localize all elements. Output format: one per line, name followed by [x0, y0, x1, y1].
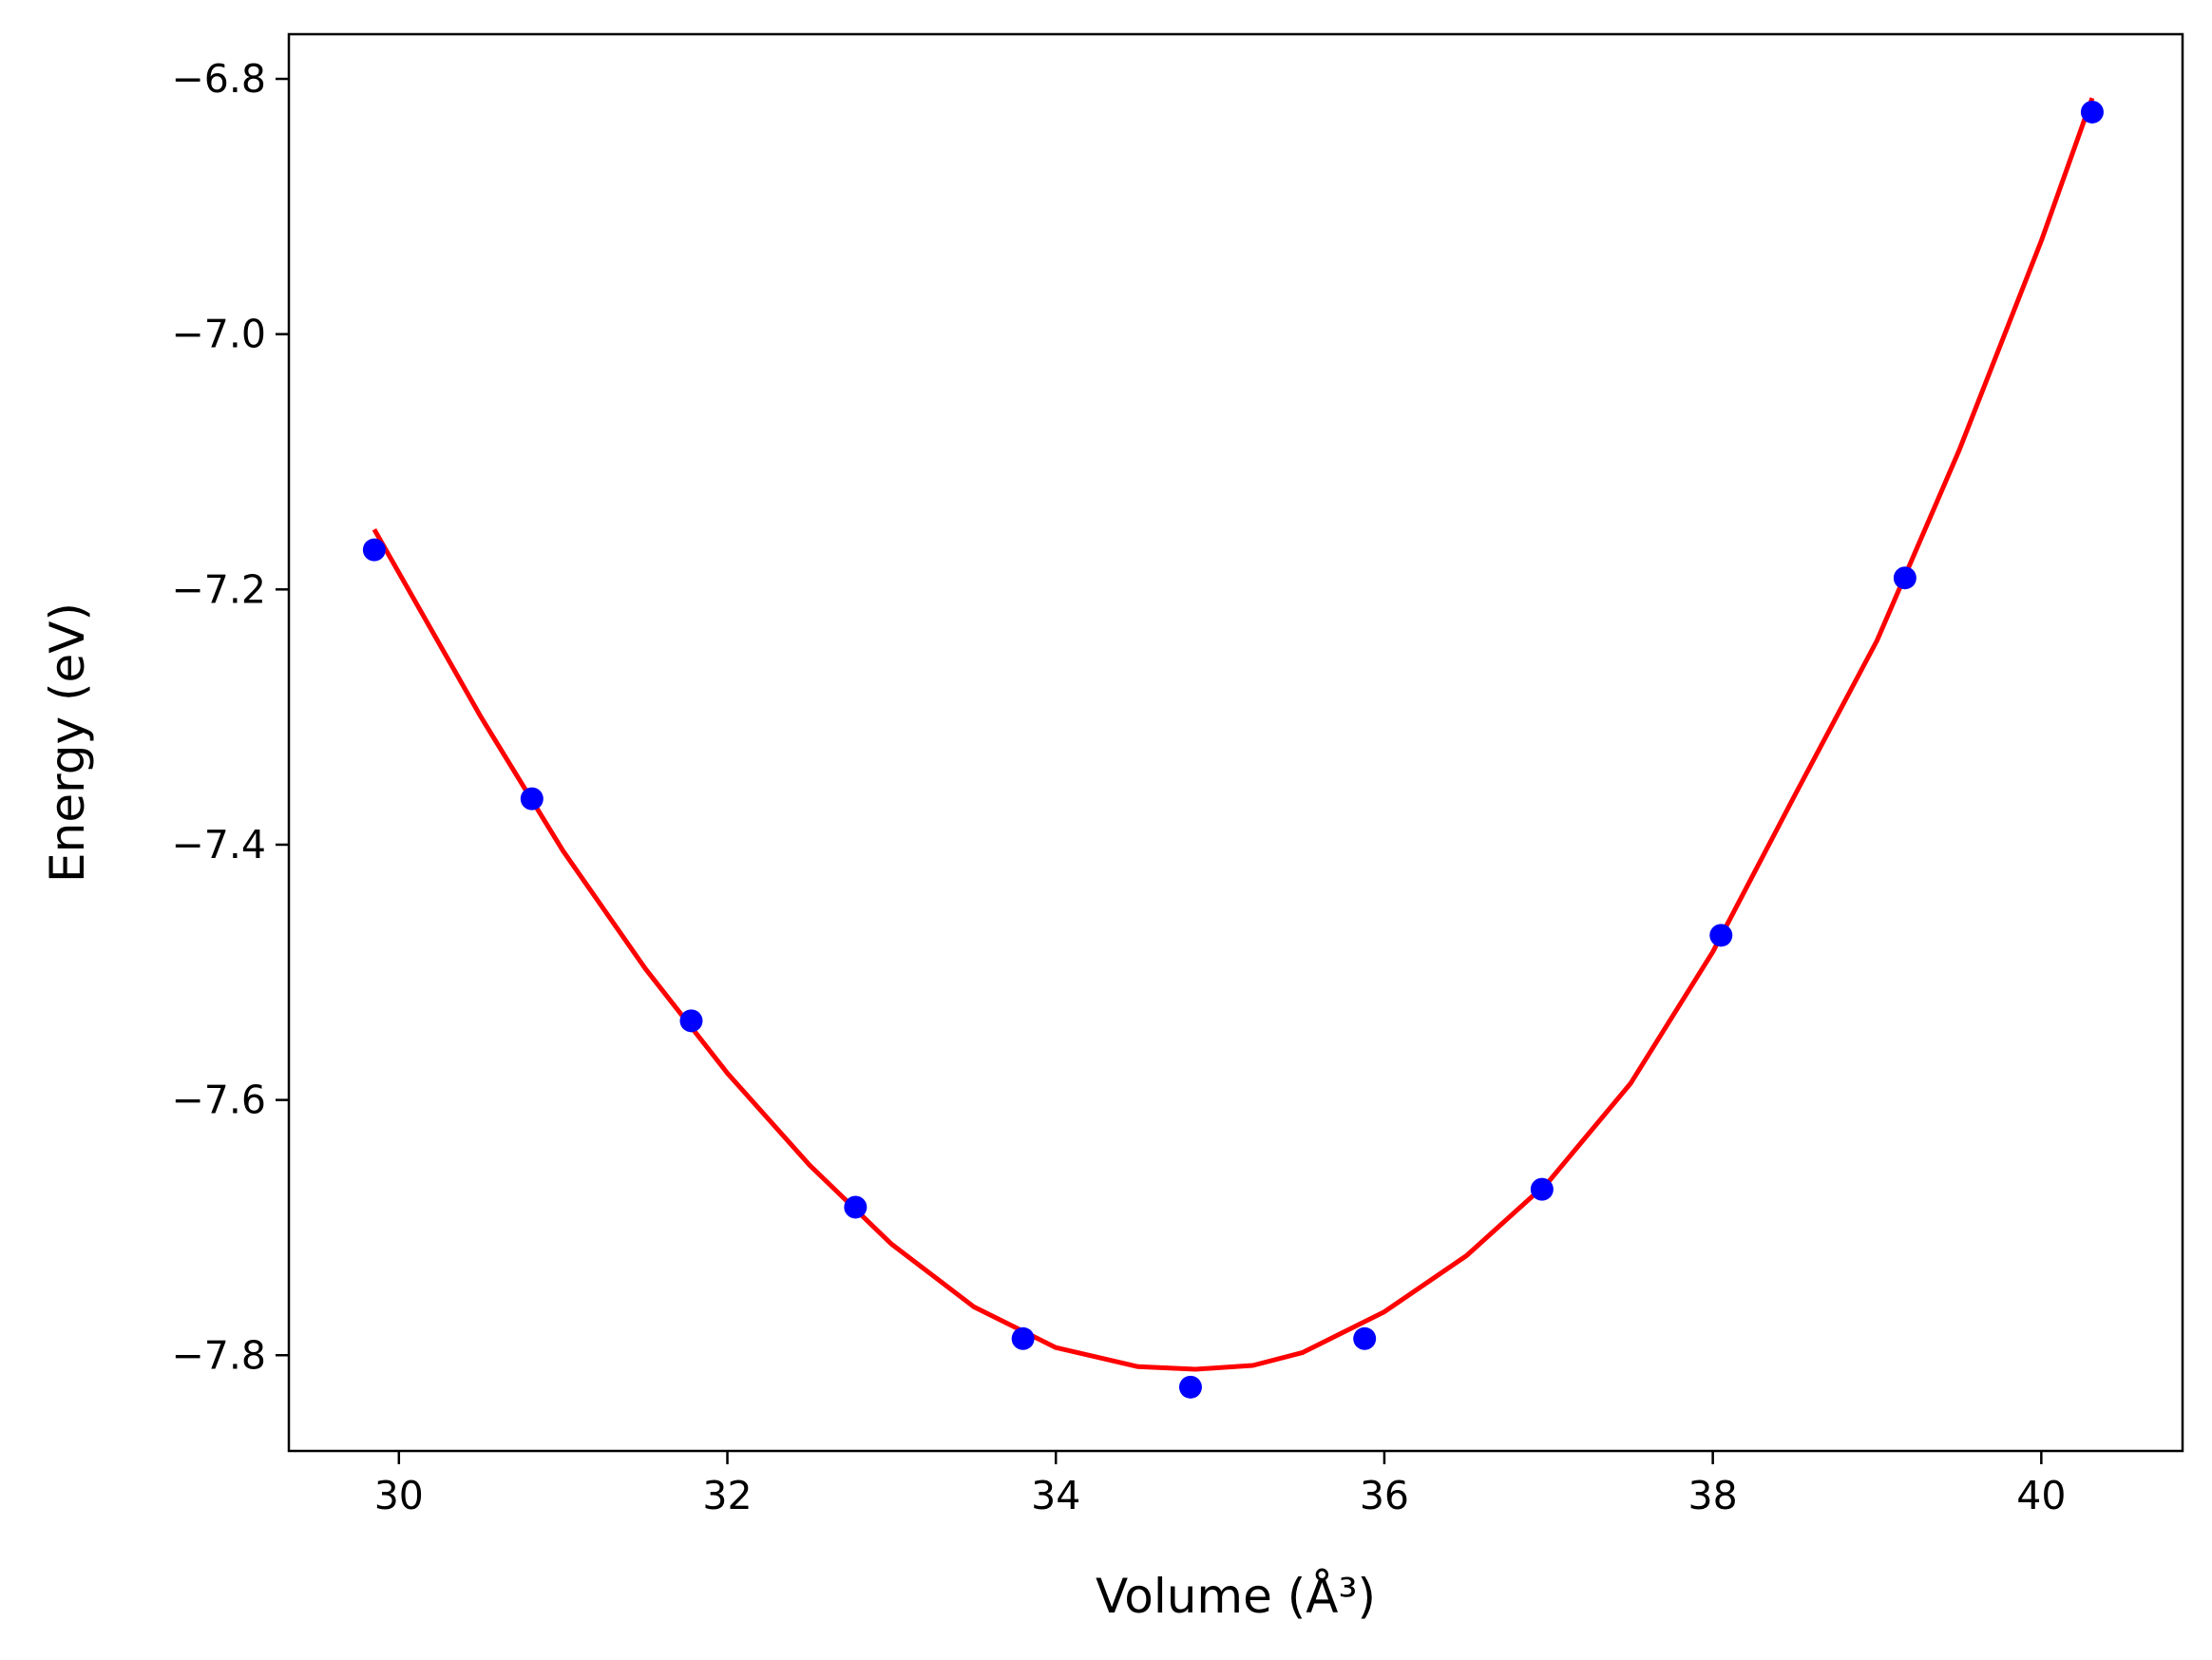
- y-tick-label: −7.2: [171, 566, 266, 612]
- data-point: [2080, 100, 2104, 124]
- x-axis: 30 32 34 36 38 40: [374, 1451, 2066, 1518]
- x-tick-label: 38: [1688, 1473, 1738, 1518]
- x-axis-label: Volume (Å³): [1096, 1569, 1376, 1624]
- x-tick-label: 30: [374, 1473, 424, 1518]
- y-axis-label: Energy (eV): [40, 602, 95, 883]
- x-tick-label: 34: [1031, 1473, 1080, 1518]
- y-tick-label: −7.6: [171, 1078, 266, 1123]
- data-point: [1011, 1326, 1035, 1350]
- x-tick-label: 32: [702, 1473, 752, 1518]
- fit-curve: [372, 97, 2095, 1372]
- data-point: [1893, 566, 1916, 590]
- data-point: [844, 1195, 868, 1219]
- y-tick-label: −7.8: [171, 1332, 266, 1378]
- y-tick-label: −7.0: [171, 312, 266, 357]
- y-tick-label: −7.4: [171, 822, 266, 868]
- x-tick-label: 40: [2016, 1473, 2066, 1518]
- data-point: [1709, 924, 1733, 947]
- data-point: [679, 1009, 703, 1033]
- y-tick-label: −6.8: [171, 56, 266, 102]
- data-point: [362, 538, 386, 562]
- data-point: [1178, 1375, 1202, 1399]
- axes-frame: [287, 32, 2184, 1453]
- data-point: [1530, 1177, 1554, 1201]
- plot-area: [362, 97, 2104, 1399]
- x-tick-label: 36: [1360, 1473, 1409, 1518]
- data-point: [1353, 1326, 1377, 1350]
- y-axis: −7.8 −7.6 −7.4 −7.2 −7.0 −6.8: [171, 56, 289, 1378]
- data-point: [520, 787, 543, 811]
